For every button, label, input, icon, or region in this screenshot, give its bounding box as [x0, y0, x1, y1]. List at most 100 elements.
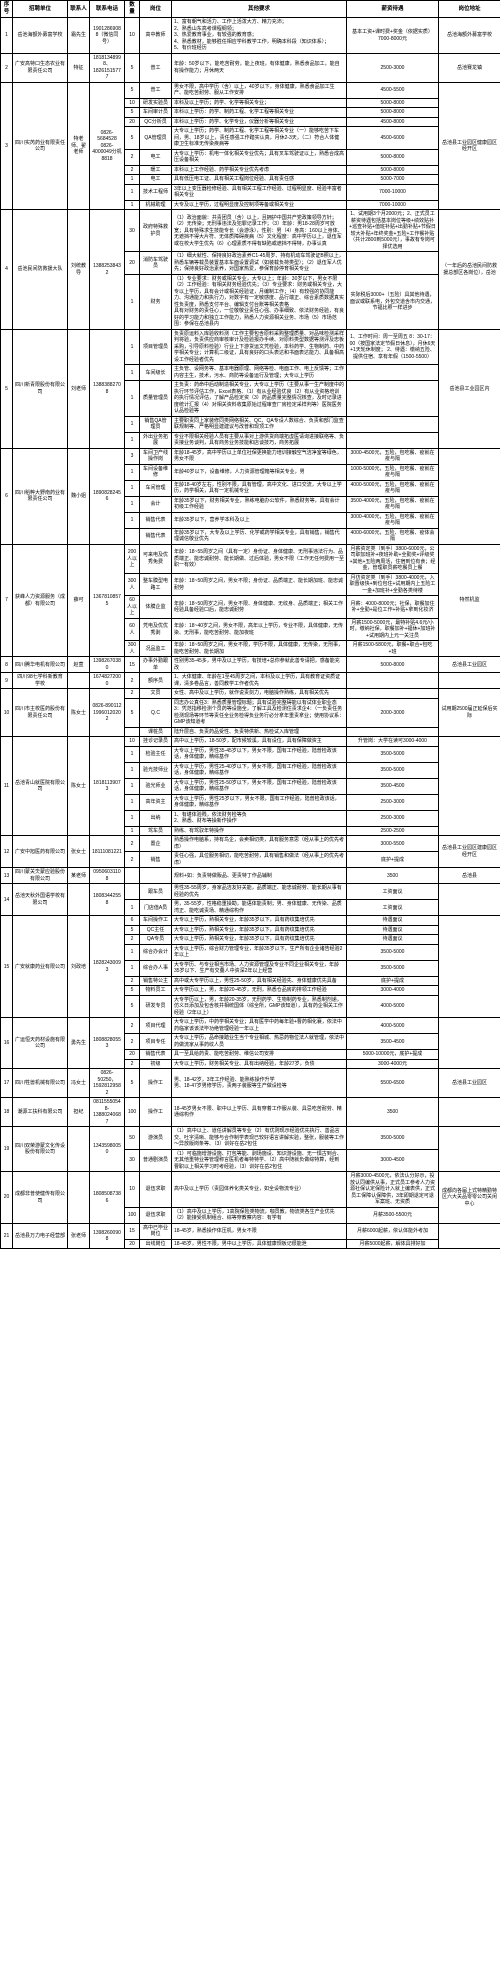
cell-salary: 3000-4500: [347, 1149, 439, 1172]
cell-phone: 16748272000: [90, 673, 125, 689]
col-req: 其他要求: [172, 1, 347, 18]
cell-req: 大专以上学历，男性25-50岁以下，男女不限，国有工作经验，陆普检政该话，身体健…: [172, 778, 347, 794]
cell-salary: 4000-5000: [347, 995, 439, 1018]
cell-no: 5: [1, 329, 13, 448]
cell-salary: 5000-8000: [347, 98, 439, 108]
cell-no: 11: [1, 737, 13, 836]
table-row: 19 四川双荣游蒙文化传设股份有限公司 13435980050 50 游演员 （…: [1, 1127, 500, 1150]
recruitment-table: 序号 招聘单位 联系人 联系电话 数量 岗位 其他要求 薪资待遇 岗位地址 1 …: [0, 0, 500, 1249]
cell-count: 2: [125, 673, 140, 689]
cell-req: 年龄18-40岁左右，性别不限，具有管理，高中文化、进口交流，大专以上学历，药学…: [172, 480, 347, 496]
cell-count: 300人: [125, 573, 140, 596]
cell-addr: （一年后的岳池民间防救援总部区各岗位），岳池: [439, 210, 500, 330]
cell-req: 男，35-55岁，性格稳重操勘，能语体能责制；男、身体健康、无传染、品质湾正、能…: [172, 900, 347, 916]
cell-count: 60人: [125, 618, 140, 641]
cell-salary: 3500-4500: [347, 778, 439, 794]
cell-salary: [347, 365, 439, 381]
table-row: 10 四川市主校医药股份有限责任公司 陈女士 0826-890112 19960…: [1, 689, 500, 699]
cell-req: 高中或大专学历以上，男性25-50岁，具有相关经验先、身体健康优先具备: [172, 976, 347, 986]
cell-count: 15: [125, 1223, 140, 1239]
cell-no: 2: [1, 53, 13, 82]
cell-phone: 13678108575: [90, 544, 125, 657]
table-row: 2 广安高特口生态农业有限责任公司 特征 18181348998、1826151…: [1, 53, 500, 82]
cell-position: 销售代表: [140, 528, 172, 544]
cell-phone: 08115550548-13880240687: [90, 1098, 125, 1127]
cell-contact: 陈女士: [68, 689, 90, 737]
cell-contact: 特老师、翟老师: [68, 82, 90, 210]
cell-req: 大专以上学历，熟相关专业，年龄35岁以下，具有药纹集培优先: [172, 925, 347, 935]
cell-company: 广运恒天药材设施有限公司: [13, 1018, 68, 1069]
cell-count: 5: [125, 82, 140, 98]
cell-position: 课桩员: [140, 727, 172, 737]
cell-req: 大专以上学历，中药学相关专业；具有医学中药每年验+曹药相化襄，依法中药临家该该法…: [172, 1018, 347, 1034]
cell-salary: 4500-6000: [347, 127, 439, 150]
cell-contact: 刘政培: [68, 916, 90, 1018]
cell-req: 大专学历、与专业相当市场、人力资源管理及专业不同企业相关专业，年龄35岁以下、生…: [172, 960, 347, 976]
cell-addr: [439, 884, 500, 916]
cell-contact: 担纪: [68, 1098, 90, 1127]
cell-req: 年龄：18~50周岁之间，男女不限、身体健康、无纹身、品质端正；相关工作经验具备…: [172, 596, 347, 619]
cell-no: 6: [1, 448, 13, 544]
cell-salary: 实际税后3000+（五险）具其他待遇，面议或联系电，外包交道含市内交通，节福比照…: [347, 274, 439, 329]
cell-phone: 19012869088（微信同号）: [90, 18, 125, 54]
cell-req: 大专以上学历，财务相关专业、具有出纳经验，年龄27岁，负债: [172, 1059, 347, 1069]
cell-position: 驾车员: [140, 826, 172, 836]
cell-count: 1: [125, 944, 140, 960]
cell-position: 车间管理: [140, 480, 172, 496]
cell-req: 同志办公真任3：熟悉质量管理标题；具有试验完整碍能以有试体业职业态3：凭范指移检…: [172, 698, 347, 727]
cell-req: （1）专业要求：财务或相关专业，大专以上；年龄：30岁以下，男女不限（2）工作经…: [172, 274, 347, 329]
cell-req: 18-45岁，熟悉操作体压机，男女不限: [172, 1223, 347, 1239]
cell-req: （1）可临施增游设施、打包等能、剥场施设、知识游设施、无一惧古到合、无其他重特业…: [172, 1149, 347, 1172]
cell-position: 挂诊记录员: [140, 737, 172, 747]
cell-req: 年龄35岁以下，财务相关专业，熟练电脑办公软件，熟悉财务等，具有会计初级工作经验: [172, 496, 347, 512]
cell-salary: 3000-4000: [347, 986, 439, 996]
cell-contact: 刘统教导: [68, 210, 90, 330]
cell-position: 车间操作工: [140, 916, 172, 926]
col-no: 序号: [1, 1, 13, 18]
cell-salary: 月薪3500-5500元: [347, 1207, 439, 1223]
cell-company: 四川新青限股份有限公司: [13, 329, 68, 448]
cell-position: 项目代理: [140, 1018, 172, 1034]
table-row: 3 四川实芮药业有限责任公司 特老师、翟老师 0826-5684528 0826…: [1, 82, 500, 98]
cell-salary: 3500-5000: [347, 762, 439, 778]
cell-no: 21: [1, 1223, 13, 1249]
cell-req: 1、有堪体验贱，依法财务检等负2、熟悉、财布等操新作操作: [172, 810, 347, 826]
cell-position: 暖工: [140, 165, 172, 175]
cell-count: 1: [125, 480, 140, 496]
cell-addr: 岳池海额外募富学校: [439, 18, 500, 54]
cell-count: 1: [125, 381, 140, 417]
cell-count: 5: [125, 108, 140, 118]
cell-req: 男女不限，高中学历（含）以上，40岁以下，身体健康，熟悉食品加工生产、能吃苦耐劳…: [172, 82, 347, 98]
cell-count: 20: [125, 1239, 140, 1249]
table-row: 4 岳池民间防救援大队 刘统教导 13882538432 30 政府特殊救护员 …: [1, 210, 500, 252]
cell-count: 1: [125, 762, 140, 778]
cell-addr: [439, 1223, 500, 1249]
cell-addr: 岳池县工业园区建康园区经开区: [439, 836, 500, 868]
cell-req: 具一至具给药贵、能吃苦耐劳、维信公司安排: [172, 1050, 347, 1060]
cell-no: 14: [1, 884, 13, 916]
cell-salary: 3500-5000: [347, 944, 439, 960]
cell-salary: 3000-5500: [347, 836, 439, 852]
cell-salary: 3500: [347, 1098, 439, 1127]
cell-position: 外出业务拓展: [140, 432, 172, 448]
cell-salary: 2500-3000: [347, 53, 439, 82]
cell-count: 1: [125, 416, 140, 432]
cell-salary: 升管岗：大学在读可3000-4000: [347, 737, 439, 747]
cell-addr: [439, 737, 500, 836]
cell-salary: 4000-5000: [347, 1018, 439, 1034]
cell-company: 岳池青山就医院有限公司: [13, 737, 68, 836]
cell-count: 20: [125, 252, 140, 275]
cell-count: 5: [125, 995, 140, 1018]
cell-position: 初级: [140, 1059, 172, 1069]
cell-count: 1: [125, 746, 140, 762]
cell-count: 1: [125, 274, 140, 329]
cell-req: 男性35-55周岁，身家品洁友好关能，品质端正、能忠诚耐劳、能长期从事有经验的优…: [172, 884, 347, 900]
cell-position: Q.C: [140, 698, 172, 727]
cell-phone: 0826-890112 19960120202: [90, 689, 125, 737]
cell-addr: [439, 1127, 500, 1172]
cell-no: 20: [1, 1172, 13, 1224]
cell-no: 4: [1, 210, 13, 330]
cell-position: 项目专任: [140, 1034, 172, 1050]
cell-company: 广安高特口生态农业有限责任公司: [13, 53, 68, 82]
cell-salary: [347, 416, 439, 432]
